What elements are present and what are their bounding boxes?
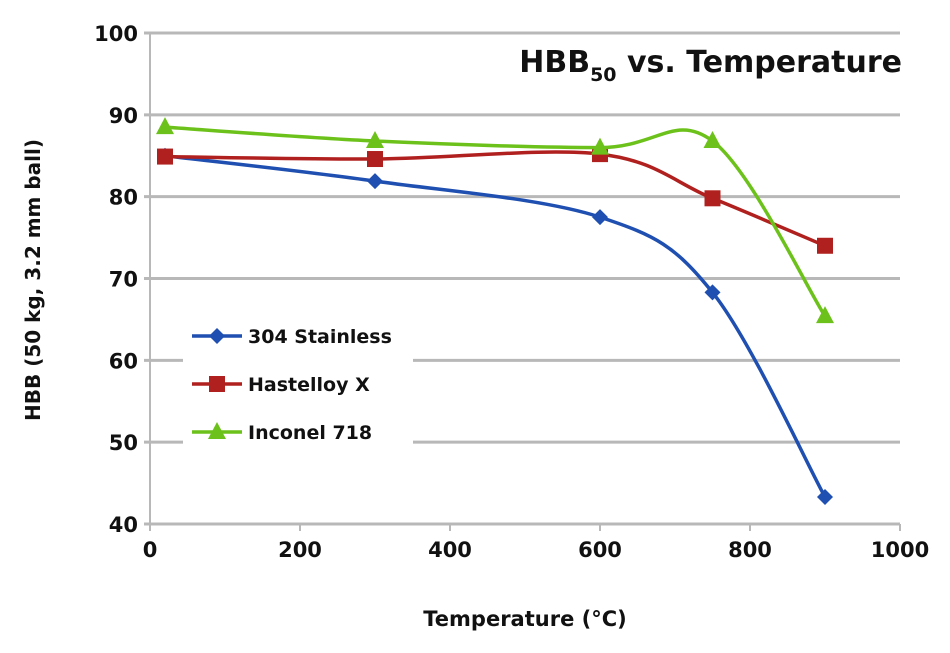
triangle-marker [156,117,174,135]
y-tick-label: 90 [109,104,138,128]
diamond-marker [817,488,833,505]
x-tick-label: 200 [278,538,322,562]
chart-title: HBB50 vs. Temperature [519,45,902,86]
triangle-marker [703,131,722,149]
y-tick-label: 60 [109,349,138,373]
square-marker [817,237,833,254]
title-suffix: vs. Temperature [617,45,902,80]
triangle-marker [591,137,609,155]
x-tick-label: 1000 [871,538,929,562]
series-line [164,150,826,248]
y-tick-label: 80 [109,186,138,210]
y-tick-label: 70 [109,268,138,292]
series-lines [156,117,834,505]
diamond-marker [209,328,225,344]
x-tick-label: 400 [428,538,472,562]
series-hastelloy-x [157,146,833,254]
legend-label: Inconel 718 [248,422,372,444]
diamond-marker [367,173,383,190]
series-line [164,125,827,318]
square-marker [704,190,721,207]
y-axis-label: HBB (50 kg, 3.2 mm ball) [21,139,45,421]
triangle-marker [816,306,834,324]
series-inconel-718 [156,117,834,324]
legend-label: Hastelloy X [248,374,370,396]
square-marker [157,148,173,165]
x-tick-label: 600 [578,538,622,562]
x-axis-label: Temperature (°C) [423,607,626,631]
diamond-marker [592,209,608,226]
square-marker [209,376,225,392]
triangle-marker [208,422,226,439]
square-marker [367,151,383,168]
triangle-marker [366,131,384,149]
x-tick-label: 0 [143,538,158,562]
legend: 304 Stainless Hastelloy X Inconel 718 [183,315,413,455]
y-tick-label: 40 [109,513,138,537]
y-tick-label: 100 [94,22,138,46]
x-tick-label: 800 [728,538,772,562]
diamond-marker [704,284,721,301]
legend-label: 304 Stainless [248,326,392,348]
y-tick-label: 50 [109,431,138,455]
title-subscript: 50 [590,64,616,86]
